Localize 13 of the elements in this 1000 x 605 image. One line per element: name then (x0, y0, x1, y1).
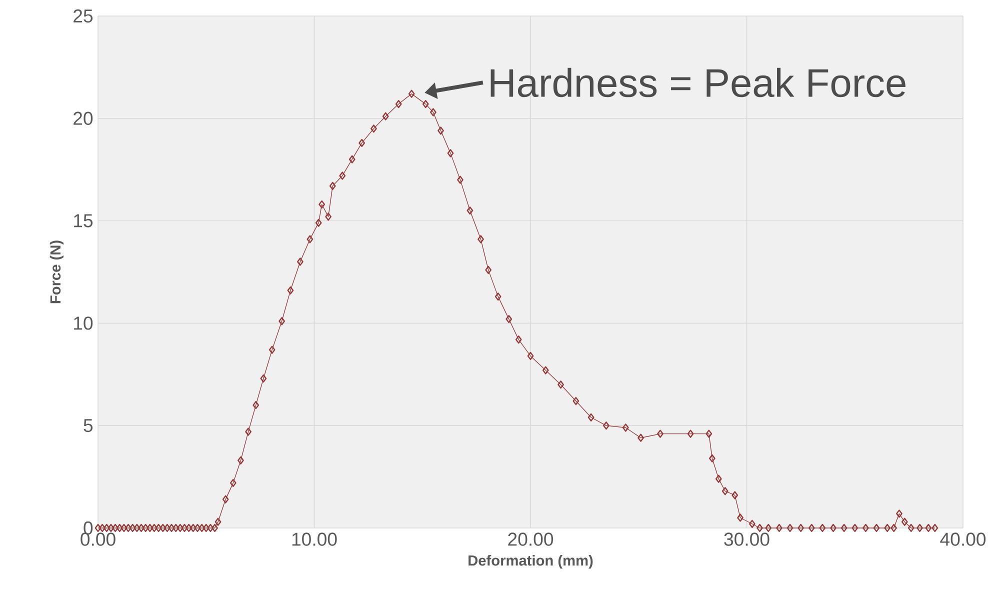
annotation: Hardness = Peak Force (490, 68, 906, 98)
x-tick-label: 40.00 (940, 532, 986, 546)
x-tick-label: 10.00 (292, 532, 337, 546)
x-axis-title: Deformation (mm) (468, 554, 593, 569)
x-tick-label: 20.00 (508, 532, 554, 546)
y-tick-label: 10 (74, 316, 93, 330)
y-tick-label: 20 (74, 112, 93, 125)
y-tick-label: 25 (74, 9, 93, 23)
y-tick-label: 15 (74, 214, 93, 228)
y-tick-label: 5 (84, 419, 93, 432)
x-tick-label: 30.00 (724, 532, 770, 546)
x-tick-label: 0.00 (80, 532, 116, 546)
y-axis-title: Force (N) (50, 240, 64, 304)
